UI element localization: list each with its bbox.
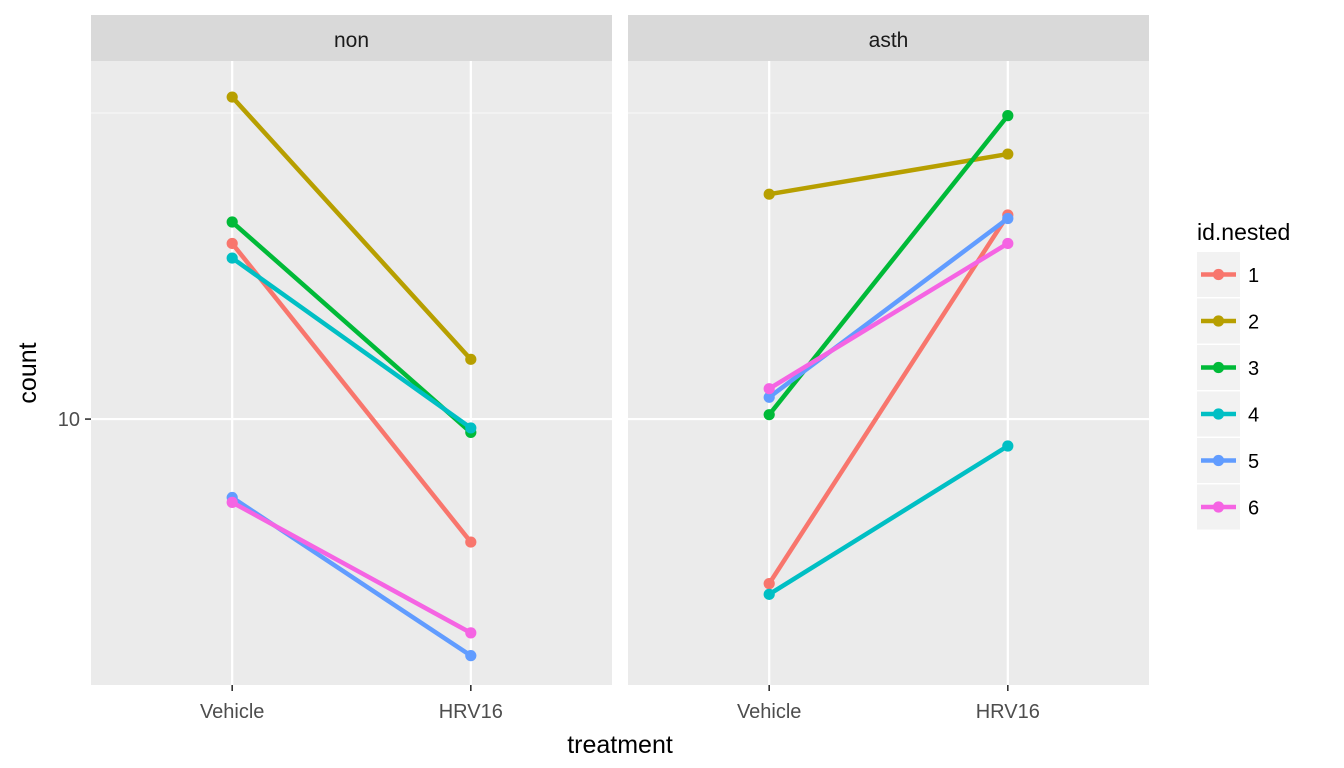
panels-layer: non Vehicle HRV16 asth Vehicle HRV16	[91, 15, 1149, 723]
legend-label: 4	[1248, 405, 1259, 427]
legend: id.nested 1 2 3 4 5 6	[1197, 219, 1290, 530]
series-line-2	[230, 95, 473, 361]
series-point-2	[763, 188, 775, 200]
legend-key-point	[1212, 408, 1225, 420]
x-tick-label: Vehicle	[737, 701, 802, 723]
series-point-3	[763, 409, 775, 421]
x-tick-label: HRV16	[439, 701, 503, 723]
x-axis-title: treatment	[567, 731, 673, 759]
legend-key-point	[1212, 501, 1225, 513]
legend-label: 5	[1248, 451, 1259, 473]
strip-label: non	[334, 29, 369, 52]
legend-item-2: 2	[1197, 298, 1259, 344]
series-point-5	[465, 650, 477, 662]
series-line-4	[768, 444, 1009, 597]
series-line-6	[768, 241, 1009, 391]
legend-item-3: 3	[1197, 345, 1259, 390]
series-point-4	[1002, 440, 1014, 452]
legend-key-point	[1212, 268, 1225, 281]
series-line-1	[230, 242, 473, 544]
panel-asth: asth Vehicle HRV16	[628, 15, 1149, 723]
series-point-2	[1002, 148, 1014, 160]
series-point-1	[763, 578, 775, 590]
series-point-1	[226, 237, 238, 250]
series-line-6	[231, 500, 472, 635]
legend-label: 3	[1248, 358, 1259, 380]
y-axis-title: count	[14, 342, 42, 403]
series-point-4	[226, 252, 238, 264]
axes-layer: treatment count 10	[14, 342, 673, 759]
series-point-3	[1002, 110, 1014, 122]
legend-item-4: 4	[1197, 391, 1259, 437]
series-line-2	[768, 151, 1009, 197]
series-point-5	[1002, 212, 1014, 225]
series-point-2	[465, 353, 477, 365]
series-point-2	[226, 91, 238, 103]
legend-item-5: 5	[1197, 438, 1259, 483]
panel-background	[91, 61, 612, 685]
legend-label: 2	[1248, 312, 1259, 334]
strip-background	[628, 15, 1149, 61]
legend-label: 1	[1248, 265, 1259, 287]
x-tick-label: HRV16	[976, 701, 1040, 723]
series-point-5	[763, 391, 775, 403]
series-point-1	[465, 536, 477, 548]
series-point-6	[226, 496, 238, 508]
series-point-4	[763, 588, 775, 600]
legend-key-point	[1212, 315, 1225, 327]
legend-item-6: 6	[1197, 484, 1259, 530]
series-point-3	[226, 216, 238, 228]
series-point-6	[465, 627, 477, 639]
y-tick-label: 10	[58, 409, 80, 431]
legend-item-1: 1	[1197, 252, 1259, 297]
legend-label: 6	[1248, 498, 1259, 520]
series-point-6	[763, 383, 775, 395]
series-line-4	[230, 256, 473, 430]
x-tick-label: Vehicle	[200, 701, 265, 723]
legend-key-point	[1212, 361, 1225, 374]
panel-non: non Vehicle HRV16	[91, 15, 612, 723]
strip-label: asth	[869, 29, 909, 52]
series-line-1	[767, 213, 1010, 585]
legend-title: id.nested	[1197, 219, 1290, 245]
strip-background	[91, 15, 612, 61]
series-point-6	[1002, 237, 1014, 250]
series-line-5	[767, 216, 1010, 400]
legend-key-point	[1212, 454, 1225, 467]
panel-background	[628, 61, 1149, 685]
series-point-4	[465, 422, 477, 434]
